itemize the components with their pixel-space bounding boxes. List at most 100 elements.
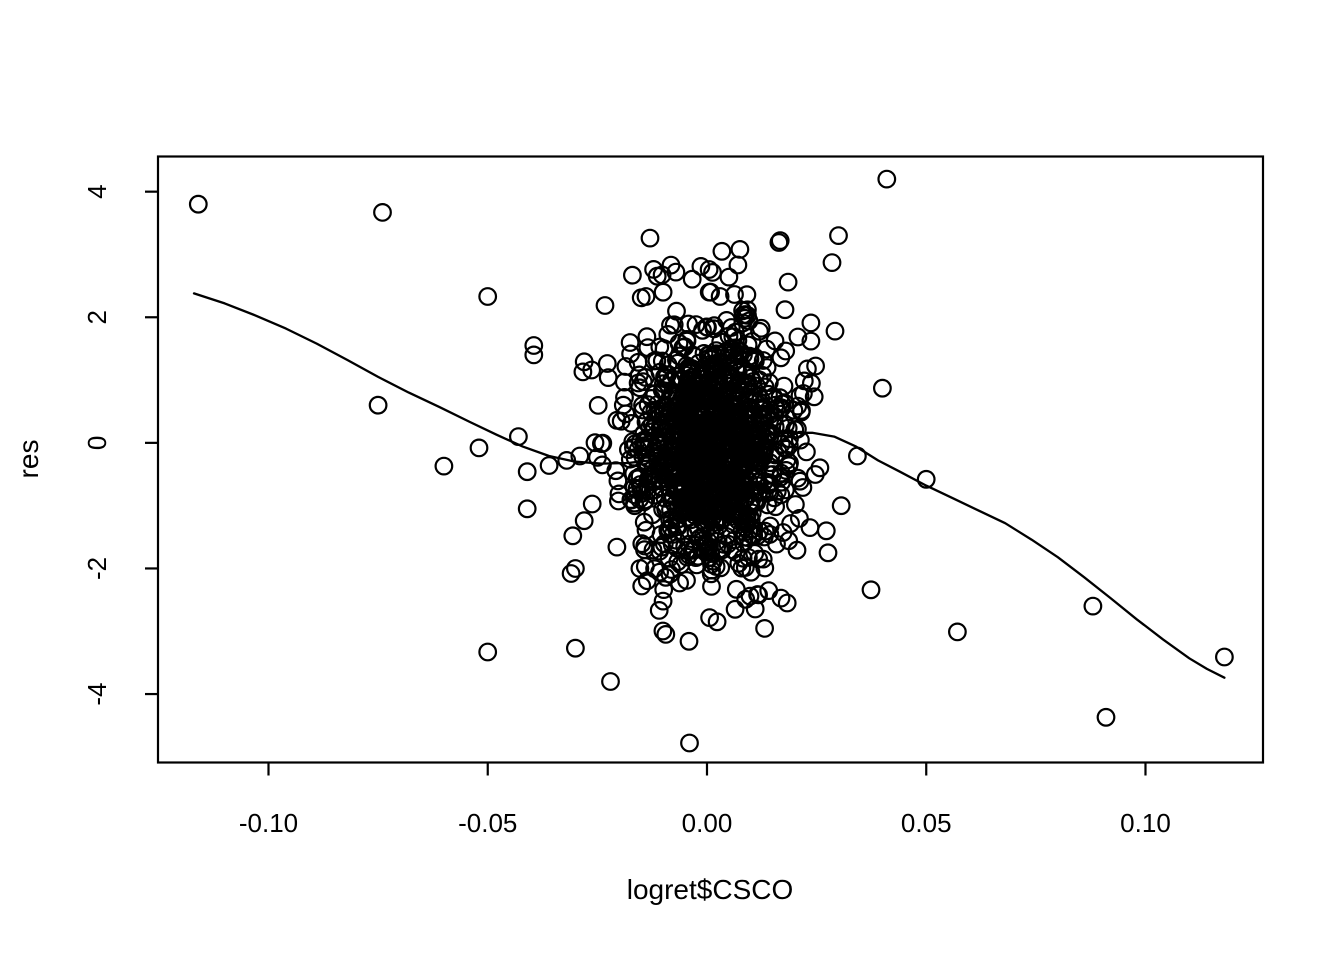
data-point [627, 479, 647, 499]
data-point [730, 239, 750, 259]
data-point [638, 395, 658, 415]
data-point [621, 344, 640, 364]
data-point [671, 555, 691, 575]
data-point [595, 296, 615, 315]
data-point [609, 484, 629, 504]
data-point [791, 402, 811, 422]
data-point [798, 359, 817, 379]
data-point [557, 451, 577, 470]
data-point [775, 393, 795, 413]
data-point [645, 418, 664, 438]
data-point [745, 348, 765, 368]
data-point [373, 202, 392, 222]
data-point [585, 433, 605, 453]
data-point [188, 194, 208, 214]
data-point [707, 612, 727, 632]
x-tick-label: 0.10 [1120, 808, 1171, 838]
data-point [566, 559, 585, 578]
data-point [682, 269, 702, 289]
data-point [651, 525, 671, 544]
x-axis-title: logret$CSCO [627, 874, 794, 905]
data-point [753, 549, 773, 569]
data-point [661, 255, 681, 275]
data-point [636, 287, 656, 306]
data-point [738, 300, 757, 320]
data-point [718, 483, 738, 503]
data-point [478, 642, 498, 662]
data-point [711, 510, 730, 530]
data-point [754, 431, 774, 451]
data-point [806, 356, 825, 376]
data-point [637, 327, 657, 347]
data-point [675, 337, 695, 357]
data-point [620, 333, 640, 352]
data-point [582, 494, 602, 514]
data-point [674, 407, 694, 427]
data-point [778, 272, 798, 292]
data-point [776, 341, 796, 361]
data-point [621, 414, 641, 433]
data-point [741, 510, 761, 530]
data-point [729, 494, 749, 514]
data-point [630, 559, 650, 578]
x-axis: -0.10 -0.05 0.00 0.05 0.10 [239, 762, 1171, 838]
data-point [606, 461, 626, 481]
data-point [656, 567, 676, 587]
data-point [694, 477, 714, 497]
data-point [570, 446, 590, 466]
data-point [765, 445, 785, 465]
data-point [683, 465, 702, 485]
data-point [712, 241, 732, 261]
data-point [469, 438, 489, 458]
data-point [725, 599, 745, 619]
data-point [749, 585, 768, 605]
x-tick-label: -0.05 [458, 808, 517, 838]
x-tick-label: 0.00 [682, 808, 733, 838]
data-point [649, 601, 669, 620]
data-point [643, 540, 663, 560]
y-tick-label: -2 [82, 557, 112, 580]
data-point [877, 169, 897, 189]
y-axis-title: res [13, 440, 44, 479]
data-point [800, 518, 820, 537]
data-point [517, 499, 537, 519]
data-point [680, 733, 699, 753]
data-point [741, 484, 760, 503]
data-point [699, 410, 718, 430]
data-point [656, 625, 676, 644]
data-point [787, 540, 807, 560]
data-point [645, 384, 665, 404]
data-point [861, 580, 881, 600]
data-point [574, 511, 594, 531]
data-point [816, 521, 836, 541]
data-point [524, 336, 544, 355]
data-point [801, 313, 821, 333]
data-point [790, 509, 809, 528]
data-point [517, 462, 537, 482]
data-point [679, 314, 698, 334]
data-point [771, 467, 790, 487]
data-point [710, 287, 730, 306]
data-point [368, 395, 388, 415]
data-point [623, 265, 642, 285]
data-point [662, 535, 682, 555]
data-point [948, 622, 967, 642]
data-point [679, 631, 699, 651]
data-point [597, 354, 617, 373]
data-point [770, 388, 790, 408]
data-point [598, 368, 618, 388]
data-point [732, 424, 751, 444]
data-point [779, 435, 799, 455]
data-point [810, 458, 830, 478]
data-point [656, 499, 676, 519]
data-point [728, 380, 748, 400]
data-point [652, 351, 672, 371]
data-point [647, 351, 667, 371]
data-point [648, 435, 668, 455]
data-point [734, 534, 753, 553]
data-point [635, 540, 654, 560]
data-point [725, 467, 745, 486]
data-point [601, 672, 620, 691]
data-point [607, 537, 627, 557]
